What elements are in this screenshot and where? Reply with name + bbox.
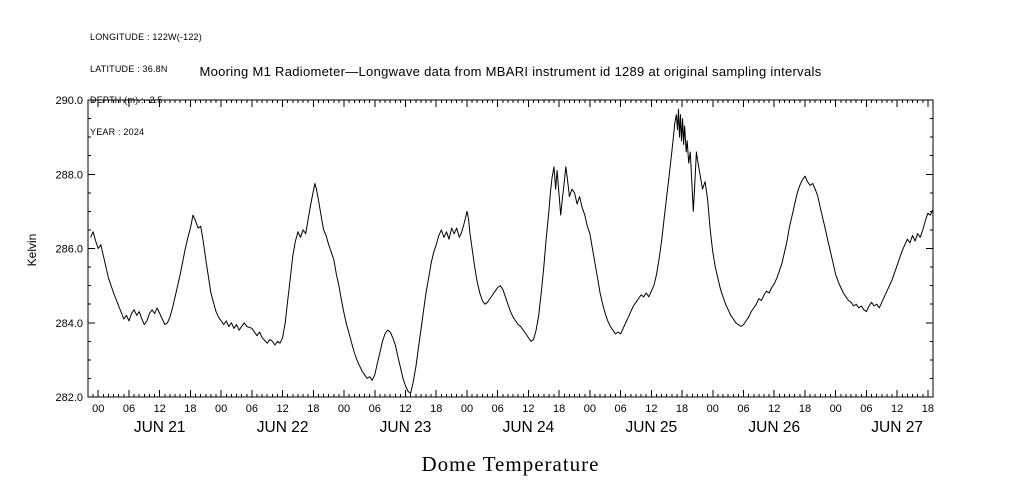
x-tick-label: 18	[799, 403, 811, 415]
meta-longitude: LONGITUDE : 122W(-122)	[90, 32, 202, 42]
x-tick-label: 18	[307, 403, 319, 415]
x-tick-label: 06	[737, 403, 749, 415]
x-day-label: JUN 24	[503, 419, 555, 436]
x-tick-label: 06	[246, 403, 258, 415]
x-day-label: JUN 22	[257, 419, 309, 436]
x-day-label: JUN 21	[134, 419, 186, 436]
y-tick-label: 282.0	[55, 392, 83, 404]
x-tick-label: 12	[768, 403, 780, 415]
x-day-label: JUN 27	[871, 419, 923, 436]
meta-depth: DEPTH (m) : -2.5	[90, 95, 163, 105]
x-tick-label: 12	[522, 403, 534, 415]
x-tick-label: 18	[676, 403, 688, 415]
x-tick-label: 18	[184, 403, 196, 415]
y-tick-label: 284.0	[55, 318, 83, 330]
x-tick-label: 00	[215, 403, 227, 415]
x-tick-label: 06	[123, 403, 135, 415]
x-tick-label: 00	[707, 403, 719, 415]
x-tick-label: 12	[276, 403, 288, 415]
axis-frame	[87, 99, 934, 398]
meta-latitude: LATITUDE : 36.8N	[90, 63, 168, 74]
x-day-label: JUN 26	[748, 419, 800, 436]
x-tick-label: 12	[399, 403, 411, 415]
x-day-label: JUN 25	[625, 419, 677, 436]
y-tick-label: 288.0	[55, 169, 83, 181]
meta-year: YEAR : 2024	[90, 126, 145, 137]
y-tick-label: 286.0	[55, 244, 83, 256]
x-tick-label: 06	[369, 403, 381, 415]
x-tick-label: 00	[92, 403, 104, 415]
metadata-block: LONGITUDE : 122W(-122) LATITUDE : 36.8N …	[90, 11, 202, 158]
y-axis-label: Kelvin	[25, 233, 39, 267]
x-tick-label: 00	[338, 403, 350, 415]
x-tick-label: 18	[922, 403, 934, 415]
x-tick-label: 06	[860, 403, 872, 415]
x-tick-label: 06	[492, 403, 504, 415]
x-tick-label: 00	[461, 403, 473, 415]
x-tick-label: 12	[891, 403, 903, 415]
x-tick-label: 06	[614, 403, 626, 415]
x-tick-label: 18	[430, 403, 442, 415]
x-tick-label: 00	[830, 403, 842, 415]
x-tick-label: 18	[553, 403, 565, 415]
temperature-line	[90, 108, 934, 394]
y-tick-label: 290.0	[55, 95, 83, 107]
x-day-label: JUN 23	[380, 419, 432, 436]
x-tick-label: 00	[584, 403, 596, 415]
x-tick-label: 12	[154, 403, 166, 415]
chart-title: Mooring M1 Radiometer—Longwave data from…	[199, 64, 822, 79]
x-tick-label: 12	[645, 403, 657, 415]
chart-bottom-title: Dome Temperature	[421, 452, 600, 476]
